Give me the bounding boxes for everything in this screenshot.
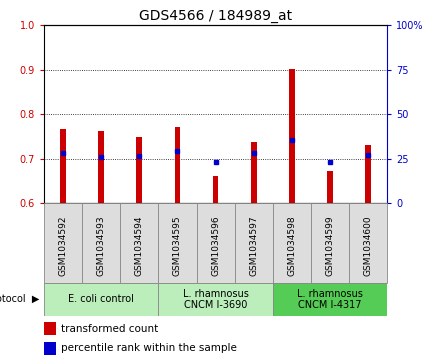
Text: GSM1034598: GSM1034598 [287, 215, 297, 276]
FancyBboxPatch shape [82, 203, 120, 283]
Text: percentile rank within the sample: percentile rank within the sample [61, 343, 237, 354]
FancyBboxPatch shape [158, 283, 273, 316]
Bar [60, 129, 66, 203]
FancyBboxPatch shape [44, 203, 82, 283]
Title: GDS4566 / 184989_at: GDS4566 / 184989_at [139, 9, 292, 23]
Text: GSM1034596: GSM1034596 [211, 215, 220, 276]
Bar [99, 131, 104, 203]
FancyBboxPatch shape [235, 203, 273, 283]
Text: L. rhamnosus
CNCM I-3690: L. rhamnosus CNCM I-3690 [183, 289, 249, 310]
Bar [327, 171, 333, 203]
Text: GSM1034592: GSM1034592 [59, 215, 68, 276]
Bar [289, 69, 295, 203]
FancyBboxPatch shape [349, 203, 387, 283]
FancyBboxPatch shape [273, 283, 387, 316]
Text: E. coli control: E. coli control [68, 294, 134, 305]
Text: protocol  ▶: protocol ▶ [0, 294, 40, 305]
Bar [213, 176, 219, 203]
FancyBboxPatch shape [197, 203, 235, 283]
FancyBboxPatch shape [44, 283, 158, 316]
Text: GSM1034593: GSM1034593 [97, 215, 106, 276]
Bar [251, 142, 257, 203]
Text: GSM1034600: GSM1034600 [363, 215, 373, 276]
FancyBboxPatch shape [273, 203, 311, 283]
Bar [136, 138, 142, 203]
Text: transformed count: transformed count [61, 324, 158, 334]
Text: GSM1034594: GSM1034594 [135, 215, 144, 276]
Text: GSM1034597: GSM1034597 [249, 215, 258, 276]
Text: GSM1034599: GSM1034599 [326, 215, 334, 276]
Bar [365, 146, 371, 203]
Text: GSM1034595: GSM1034595 [173, 215, 182, 276]
Bar [175, 127, 180, 203]
FancyBboxPatch shape [158, 203, 197, 283]
Text: L. rhamnosus
CNCM I-4317: L. rhamnosus CNCM I-4317 [297, 289, 363, 310]
Bar [44, 322, 56, 335]
FancyBboxPatch shape [120, 203, 158, 283]
Bar [44, 342, 56, 355]
FancyBboxPatch shape [311, 203, 349, 283]
